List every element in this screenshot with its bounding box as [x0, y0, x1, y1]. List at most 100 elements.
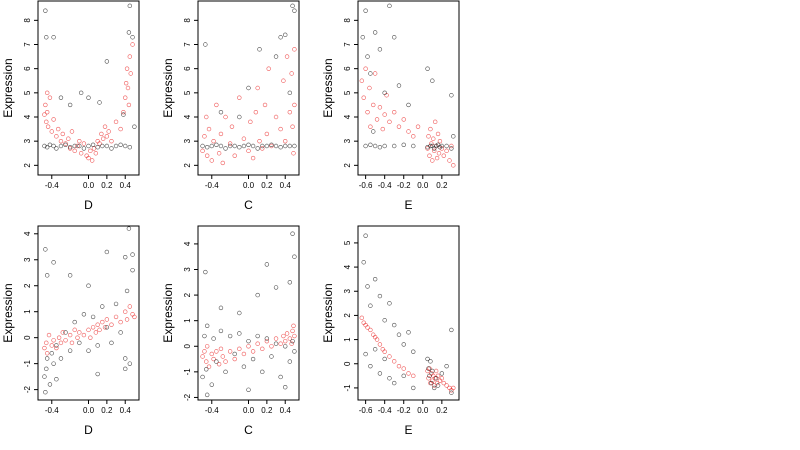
data-point — [269, 142, 274, 147]
x-tick-label: -0.4 — [378, 181, 392, 190]
data-point — [287, 359, 293, 364]
data-point — [78, 151, 84, 156]
data-point — [292, 333, 297, 339]
data-point — [67, 145, 73, 150]
data-point — [54, 343, 59, 348]
data-point — [69, 340, 75, 346]
data-point — [104, 249, 110, 255]
data-point — [49, 129, 54, 134]
data-point — [292, 143, 297, 149]
data-point — [77, 138, 82, 144]
data-point — [200, 374, 205, 380]
x-tick-label: -0.4 — [378, 406, 392, 415]
y-tick-label: 2 — [343, 313, 352, 318]
data-point — [363, 233, 368, 238]
data-point — [54, 377, 59, 382]
data-point — [44, 351, 50, 356]
data-point — [130, 312, 135, 317]
data-point — [67, 348, 73, 353]
y-tick-label: 5 — [343, 240, 352, 245]
data-point — [202, 333, 207, 339]
data-point — [260, 369, 265, 375]
data-point — [223, 114, 228, 120]
y-tick-label: 1 — [23, 309, 32, 314]
data-point — [121, 112, 126, 117]
y-tick-label: 1 — [183, 318, 192, 323]
data-point — [49, 343, 54, 348]
data-point — [204, 145, 210, 150]
data-point — [392, 143, 397, 149]
data-point — [387, 376, 392, 381]
data-point — [118, 142, 123, 147]
data-point — [250, 143, 256, 149]
data-point — [430, 78, 435, 83]
data-point — [363, 143, 368, 149]
data-point — [283, 338, 288, 344]
data-point — [232, 153, 237, 158]
data-point — [216, 151, 222, 156]
data-point — [209, 382, 214, 387]
data-point — [90, 142, 96, 147]
x-tick-label: 0.2 — [101, 406, 113, 415]
data-point — [387, 354, 392, 359]
data-point — [97, 100, 102, 105]
data-point — [292, 8, 297, 13]
data-point — [51, 361, 56, 366]
data-point — [89, 158, 95, 163]
data-point — [204, 344, 210, 349]
data-point — [95, 322, 100, 327]
data-point — [289, 341, 294, 346]
data-point — [202, 349, 207, 354]
data-point — [278, 341, 283, 346]
data-point — [206, 126, 212, 132]
point-series — [200, 323, 297, 369]
data-point — [264, 143, 270, 149]
data-point — [401, 366, 406, 371]
data-point — [255, 146, 260, 151]
y-tick-label: 4 — [343, 264, 352, 269]
data-point — [246, 338, 251, 344]
data-point — [387, 119, 392, 125]
data-point — [214, 359, 219, 364]
data-point — [368, 142, 373, 147]
data-point — [123, 143, 128, 149]
data-point — [283, 385, 288, 390]
data-point — [75, 335, 80, 340]
y-tick-label: 5 — [183, 90, 192, 95]
data-point — [426, 134, 431, 139]
y-tick-label: 7 — [183, 42, 192, 47]
data-point — [365, 109, 370, 115]
data-point — [433, 376, 439, 381]
scatter-panel: -0.4 0.0 0.2 0.4 -2 -1 0 1 2 3 4 C Expression — [161, 225, 300, 437]
data-point — [232, 351, 237, 357]
data-point — [211, 336, 216, 341]
data-point — [118, 126, 123, 132]
data-point — [227, 141, 233, 146]
data-point — [200, 143, 205, 149]
data-point — [72, 327, 77, 333]
data-point — [43, 247, 48, 252]
data-point — [43, 8, 48, 13]
data-point — [58, 340, 64, 346]
plot-frame — [197, 225, 300, 401]
data-point — [91, 146, 97, 151]
data-point — [227, 349, 233, 354]
data-point — [42, 374, 47, 379]
x-tick-label: 0.4 — [280, 406, 292, 415]
point-series — [200, 47, 297, 166]
data-point — [77, 340, 82, 346]
data-point — [269, 143, 274, 149]
data-point — [99, 131, 104, 137]
y-tick-label: 3 — [183, 138, 192, 143]
data-point — [237, 114, 242, 120]
data-point — [255, 341, 260, 346]
data-point — [44, 35, 49, 40]
data-point — [218, 109, 224, 115]
x-tick-label: 0.2 — [261, 406, 273, 415]
data-point — [368, 71, 373, 76]
x-tick-label: -0.6 — [359, 181, 373, 190]
data-point — [204, 114, 209, 120]
data-point — [43, 390, 48, 395]
data-point — [209, 158, 214, 163]
data-point — [287, 336, 293, 341]
